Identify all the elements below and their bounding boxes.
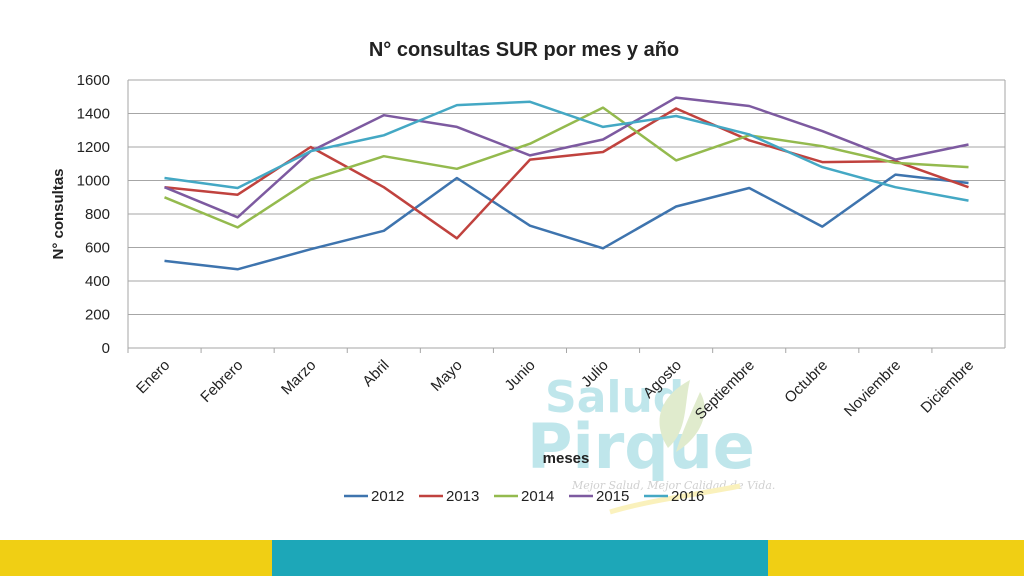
x-tick-label: Abril xyxy=(359,357,392,390)
y-tick-label: 1400 xyxy=(77,106,110,123)
legend-label-2013: 2013 xyxy=(446,488,479,505)
series-lines xyxy=(164,96,969,271)
salud-pirque-watermark: Salud Pirque Mejor Salud, Mejor Calidad … xyxy=(527,372,775,515)
x-tick-label: Diciembre xyxy=(918,357,978,417)
footer-band-left xyxy=(0,540,272,576)
watermark-line1: Salud xyxy=(545,372,684,423)
footer-band-right xyxy=(768,540,1024,576)
y-tick-label: 1000 xyxy=(77,173,110,190)
x-tick-label: Octubre xyxy=(781,357,831,407)
x-tick-label: Mayo xyxy=(428,357,466,395)
leaf-icon xyxy=(659,380,690,448)
y-tick-label: 800 xyxy=(85,206,110,223)
series-line-2014 xyxy=(164,106,969,229)
legend-label-2012: 2012 xyxy=(371,488,404,505)
y-tick-label: 600 xyxy=(85,240,110,257)
y-tick-label: 400 xyxy=(85,273,110,290)
x-axis-label: meses xyxy=(543,450,590,467)
series-line-2012 xyxy=(164,173,969,271)
y-tick-label: 200 xyxy=(85,307,110,324)
chart-title: N° consultas SUR por mes y año xyxy=(369,39,679,61)
y-tick-label: 0 xyxy=(102,340,110,357)
y-tick-labels: 0 200 400 600 800 1000 1200 1400 1600 xyxy=(77,72,110,357)
y-tick-label: 1200 xyxy=(77,139,110,156)
gridlines xyxy=(127,79,1006,353)
x-tick-label: Febrero xyxy=(197,357,246,406)
leaf-icon-2 xyxy=(676,392,705,452)
y-tick-label: 1600 xyxy=(77,72,110,89)
legend: 2012 2013 2014 2015 2016 xyxy=(344,488,704,505)
x-tick-label: Noviembre xyxy=(841,357,904,420)
series-line-2013 xyxy=(164,107,969,240)
swoosh-icon xyxy=(609,483,741,515)
x-tick-label: Junio xyxy=(501,357,538,394)
series-line-2015 xyxy=(164,96,969,219)
footer-band-center xyxy=(272,540,768,576)
x-tick-label: Enero xyxy=(133,357,173,397)
legend-label-2016: 2016 xyxy=(671,488,704,505)
x-tick-label: Marzo xyxy=(278,357,319,398)
series-line-2016 xyxy=(164,100,969,202)
y-axis-label: N° consultas xyxy=(50,168,67,259)
legend-label-2014: 2014 xyxy=(521,488,554,505)
legend-label-2015: 2015 xyxy=(596,488,629,505)
watermark-line2: Pirque xyxy=(527,410,755,483)
watermark-slogan: Mejor Salud, Mejor Calidad de Vida. xyxy=(571,479,775,492)
